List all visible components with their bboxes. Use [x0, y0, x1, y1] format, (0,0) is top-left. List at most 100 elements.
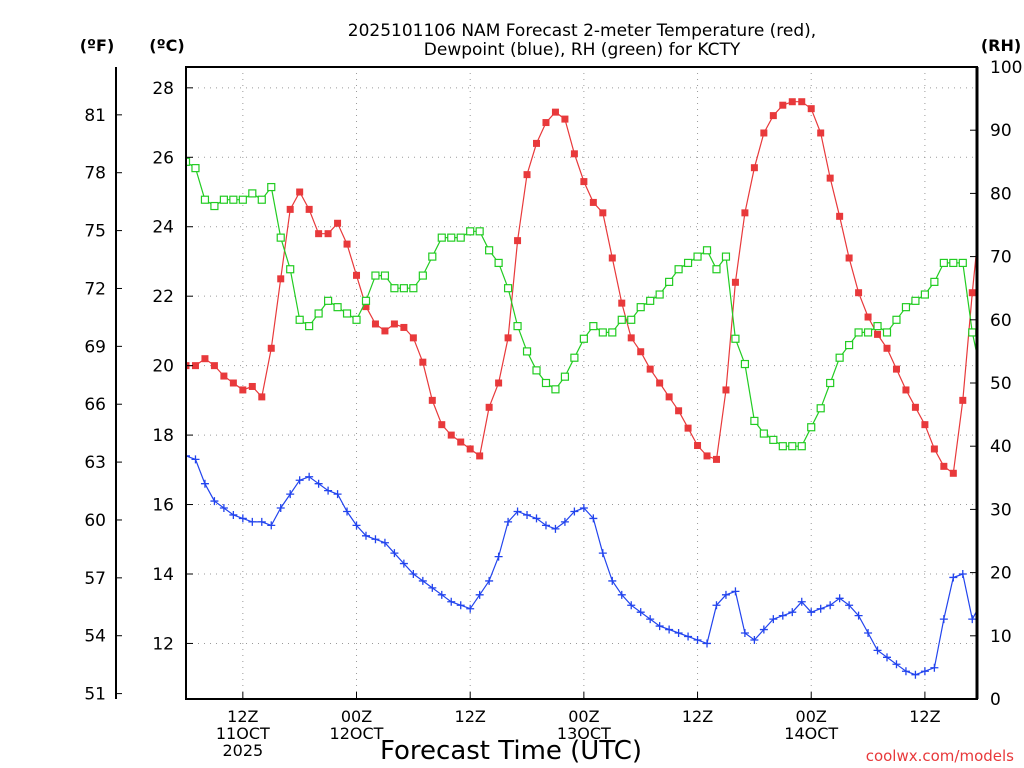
- temperature-point: [400, 323, 408, 331]
- rh-point: [456, 233, 465, 242]
- temperature-point: [485, 403, 493, 411]
- dewpoint-point: [598, 549, 607, 558]
- temperature-point: [466, 445, 474, 453]
- dewpoint-point: [920, 667, 929, 676]
- rh-tick-label: 100: [990, 58, 1022, 78]
- dewpoint-point: [721, 590, 730, 599]
- dewpoint-point: [428, 583, 437, 592]
- temperature-point: [902, 386, 910, 394]
- dewpoint-point: [551, 524, 560, 533]
- dewpoint-point: [409, 569, 418, 578]
- dewpoint-point: [930, 663, 939, 672]
- temperature-point: [826, 174, 834, 182]
- dewpoint-point: [295, 476, 304, 485]
- fahrenheit-tick-label: 69: [84, 337, 106, 357]
- dewpoint-point: [854, 611, 863, 620]
- temperature-point: [447, 431, 455, 439]
- x-tick-label: 12Z: [682, 707, 713, 726]
- temperature-point: [608, 254, 616, 262]
- celsius-tick-label: 22: [152, 287, 174, 307]
- x-tick-label: 00Z: [341, 707, 372, 726]
- rh-point: [778, 442, 787, 451]
- dewpoint-point: [418, 576, 427, 585]
- temperature-point: [940, 462, 948, 470]
- rh-point: [589, 322, 598, 331]
- rh-tick-label: 20: [990, 564, 1012, 584]
- dewpoint-point: [958, 569, 967, 578]
- rh-point: [276, 233, 285, 242]
- dewpoint-point: [238, 514, 247, 523]
- dewpoint-point: [560, 517, 569, 526]
- rh-tick-label: 60: [990, 311, 1012, 331]
- dewpoint-point: [636, 608, 645, 617]
- temperature-point: [864, 313, 872, 321]
- rh-point: [475, 227, 484, 236]
- temperature-point: [656, 379, 664, 387]
- rh-point: [485, 246, 494, 255]
- temperature-point: [476, 452, 484, 460]
- dewpoint-line: [186, 455, 977, 676]
- rh-point: [418, 271, 427, 280]
- rh-point: [740, 359, 750, 369]
- dewpoint-point: [286, 490, 295, 499]
- dewpoint-point: [219, 504, 228, 513]
- dewpoint-point: [684, 632, 693, 641]
- dewpoint-point: [314, 479, 323, 488]
- temperature-point: [191, 362, 199, 370]
- dewpoint-point: [343, 507, 352, 516]
- temperature-point: [968, 289, 976, 297]
- dewpoint-point: [456, 601, 465, 610]
- dewpoint-point: [541, 521, 550, 530]
- dewpoint-point: [466, 604, 475, 613]
- rh-point: [807, 423, 816, 432]
- rh-point: [257, 195, 266, 204]
- dewpoint-point: [703, 639, 712, 648]
- celsius-tick-label: 24: [152, 218, 174, 238]
- celsius-tick-label: 20: [152, 357, 174, 377]
- temperature-point: [911, 403, 919, 411]
- dewpoint-point: [276, 504, 285, 513]
- temperature-point: [210, 362, 218, 370]
- rh-point: [608, 328, 617, 337]
- dewpoint-point: [797, 597, 806, 606]
- rh-tick-label: 40: [990, 437, 1012, 457]
- rh-point: [371, 271, 380, 280]
- dewpoint-point: [475, 590, 484, 599]
- rh-point: [882, 328, 892, 337]
- dewpoint-point: [901, 667, 910, 676]
- dewpoint-point: [589, 514, 598, 523]
- x-tick-label: 14OCT: [784, 724, 838, 743]
- rh-point: [560, 372, 570, 381]
- fahrenheit-tick-label: 60: [84, 511, 106, 531]
- celsius-tick-label: 16: [152, 496, 174, 516]
- rh-point: [200, 195, 210, 204]
- x-tick-label: 12Z: [909, 707, 940, 726]
- dewpoint-point: [352, 521, 361, 530]
- dewpoint-point: [655, 622, 664, 631]
- temperature-point: [296, 188, 304, 196]
- rh-point: [949, 258, 958, 268]
- rh-point: [845, 340, 854, 350]
- rh-point: [646, 296, 655, 305]
- rh-point: [873, 322, 882, 331]
- rh-point: [731, 334, 740, 343]
- temperature-point: [523, 171, 531, 179]
- dewpoint-point: [390, 549, 399, 558]
- rh-point: [674, 265, 683, 274]
- temperature-point: [220, 372, 228, 380]
- dewpoint-point: [740, 629, 749, 638]
- rh-point: [797, 442, 806, 451]
- rh-point: [721, 252, 731, 261]
- rh-point: [712, 265, 721, 274]
- dewpoint-point: [532, 514, 541, 523]
- rh-point: [541, 378, 551, 388]
- rh-point: [636, 303, 645, 312]
- dewpoint-point: [361, 531, 370, 540]
- dewpoint-point: [845, 601, 854, 610]
- temperature-point: [694, 442, 702, 450]
- temperature-point: [362, 303, 370, 311]
- rh-point: [323, 296, 333, 305]
- temperature-point: [258, 393, 266, 401]
- rh-point: [399, 284, 408, 293]
